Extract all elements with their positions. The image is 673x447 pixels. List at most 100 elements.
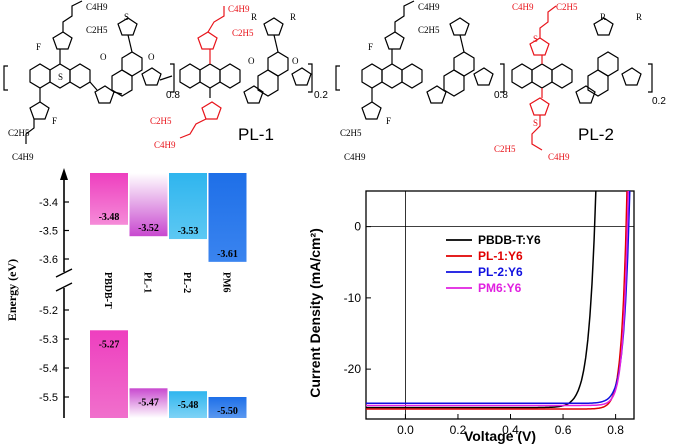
x-tick-label: 0.2 [450, 423, 467, 437]
material-name-label: PM6 [221, 272, 232, 293]
energy-tick-label: -3.4 [39, 197, 58, 209]
bracket-right-icon [170, 63, 175, 93]
atom-label: S [533, 118, 538, 128]
atom-label: C4H9 [154, 140, 176, 150]
x-tick-label: 0.8 [607, 423, 624, 437]
atom-label: C2H5 [494, 144, 516, 154]
legend-label: PBDB-T:Y6 [478, 233, 541, 247]
atom-label: C4H9 [228, 4, 250, 14]
benzodithiophene-ring-icon [179, 63, 201, 89]
thiophene-ring-icon [621, 67, 642, 86]
atom-label: F [386, 116, 391, 126]
benzodithiophenedione-ring-icon [257, 69, 279, 97]
thiophene-ring-icon [263, 17, 284, 36]
atom-label: F [368, 42, 373, 52]
lumo-value-label: -3.48 [99, 212, 120, 223]
energy-tick-label: -3.5 [39, 226, 58, 238]
homo-value-label: -5.48 [178, 400, 199, 411]
thiophene-ring-icon [593, 17, 614, 36]
polymer-name-pl1: PL-1 [238, 125, 274, 144]
repeat-fraction-label: 0.8 [494, 90, 508, 101]
material-name-label: PBDB-T [102, 272, 113, 309]
bracket-left-icon [335, 65, 340, 91]
thiophene-ring-icon [141, 67, 162, 86]
atom-label: O [292, 56, 299, 66]
material-name-label: PL-2 [181, 272, 192, 293]
x-tick-label: 0.0 [397, 423, 414, 437]
lumo-value-label: -3.61 [217, 249, 238, 260]
atom-label: C4H9 [512, 2, 534, 12]
thiophene-ring-icon [529, 37, 550, 56]
lumo-bar [90, 173, 128, 225]
benzodithiophenedione-ring-icon [443, 69, 465, 97]
structure-red-labels: C4H9 C2H5 C2H5 C4H9 C4H9 C2H5 S S C2H5 C… [150, 2, 578, 162]
structure-pl1-modification [179, 6, 225, 139]
thiophene-ring-icon [575, 85, 596, 104]
repeat-fraction-label: 0.2 [314, 90, 328, 101]
lumo-bar [208, 173, 247, 262]
benzodithiophenedione-ring-icon [111, 69, 133, 97]
polymer-name-pl2: PL-2 [578, 125, 614, 144]
atom-label: O [148, 52, 155, 62]
atom-label: O [100, 52, 107, 62]
energy-axis-label: Energy (eV) [5, 259, 19, 321]
repeat-fraction-label: 0.2 [652, 96, 666, 107]
atom-label: C2H5 [340, 128, 362, 138]
x-tick-label: 0.4 [502, 423, 519, 437]
thiophene-ring-icon [243, 85, 264, 104]
thiophene-ring-icon [29, 101, 50, 120]
benzodithiophene-ring-icon [219, 63, 241, 89]
energy-tick-label: -5.2 [39, 305, 58, 317]
jv-series-group [366, 191, 631, 410]
atom-label: R [636, 12, 642, 22]
atom-label: C2H5 [86, 25, 108, 35]
structure-pl2 [335, 0, 653, 120]
energy-tick-label: -5.5 [39, 392, 58, 404]
thiophene-ring-icon [384, 31, 405, 50]
lumo-value-label: -3.52 [138, 223, 159, 234]
atom-label: R [600, 12, 606, 22]
benzodithiophene-ring-icon [531, 63, 553, 89]
atom-label: R [290, 12, 296, 22]
jv-series-line [366, 191, 597, 409]
homo-value-label: -5.47 [138, 397, 159, 408]
thiophene-ring-icon [426, 85, 447, 104]
thiophene-ring-icon [529, 97, 550, 116]
benzodithiophene-ring-icon [29, 63, 51, 89]
benzodithiophene-ring-icon [401, 63, 423, 89]
atom-label: O [248, 56, 255, 66]
x-axis-label: Voltage (V) [464, 428, 536, 444]
homo-bar [129, 388, 168, 418]
thiophene-ring-icon [473, 67, 494, 86]
benzodithiophene-ring-icon [381, 63, 403, 89]
thiophene-ring-icon [291, 67, 312, 86]
bracket-right-icon [648, 63, 653, 93]
axis-break-icon [55, 268, 73, 292]
benzodithiophene-ring-icon [199, 63, 221, 89]
homo-bar [169, 391, 207, 418]
thiophene-ring-icon [52, 31, 73, 50]
benzodithiophene-ring-icon [69, 63, 91, 89]
atom-label: C4H9 [12, 152, 34, 162]
bracket-right-icon [500, 63, 505, 93]
atom-label: C4H9 [86, 2, 108, 12]
atom-label: F [36, 42, 41, 52]
x-tick-label: 0.6 [555, 423, 572, 437]
atom-label: S [58, 72, 63, 82]
atom-label: C2H5 [418, 25, 440, 35]
atom-label: R [251, 12, 257, 22]
jv-plot-frame [365, 190, 635, 420]
benzodithiophene-ring-icon [551, 63, 573, 89]
y-axis-label: Current Density (mA/cm²) [307, 228, 323, 398]
thiophene-ring-icon [361, 101, 382, 120]
atom-label: C4H9 [548, 152, 570, 162]
bracket-left-icon [3, 65, 8, 91]
y-tick-label: -20 [344, 362, 362, 376]
thiophene-ring-icon [201, 101, 222, 120]
repeat-fraction-label: 0.8 [166, 90, 180, 101]
benzodithiophenedione-ring-icon [587, 69, 609, 97]
thiophene-ring-icon [449, 17, 470, 36]
atom-label: C2H5 [150, 116, 172, 126]
structure-pl2-modification [529, 5, 557, 151]
y-tick-label: -10 [344, 291, 362, 305]
